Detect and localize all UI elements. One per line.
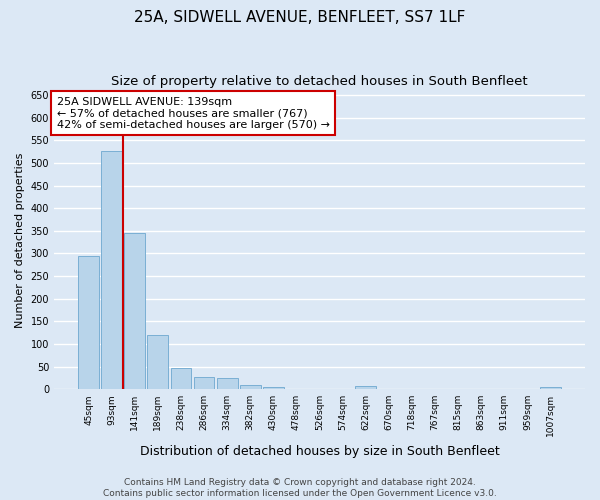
Text: Contains HM Land Registry data © Crown copyright and database right 2024.
Contai: Contains HM Land Registry data © Crown c…	[103, 478, 497, 498]
Text: 25A, SIDWELL AVENUE, BENFLEET, SS7 1LF: 25A, SIDWELL AVENUE, BENFLEET, SS7 1LF	[134, 10, 466, 25]
Title: Size of property relative to detached houses in South Benfleet: Size of property relative to detached ho…	[111, 75, 528, 88]
Bar	[194, 376, 214, 389]
Bar	[240, 384, 260, 389]
Bar	[355, 386, 376, 389]
Y-axis label: Number of detached properties: Number of detached properties	[15, 152, 25, 328]
Bar	[124, 233, 145, 389]
Bar	[148, 335, 168, 389]
Bar	[263, 387, 284, 389]
X-axis label: Distribution of detached houses by size in South Benfleet: Distribution of detached houses by size …	[140, 444, 499, 458]
Bar	[540, 387, 561, 389]
Bar	[78, 256, 99, 389]
Bar	[217, 378, 238, 389]
Bar	[101, 150, 122, 389]
Text: 25A SIDWELL AVENUE: 139sqm
← 57% of detached houses are smaller (767)
42% of sem: 25A SIDWELL AVENUE: 139sqm ← 57% of deta…	[56, 96, 329, 130]
Bar	[170, 368, 191, 389]
